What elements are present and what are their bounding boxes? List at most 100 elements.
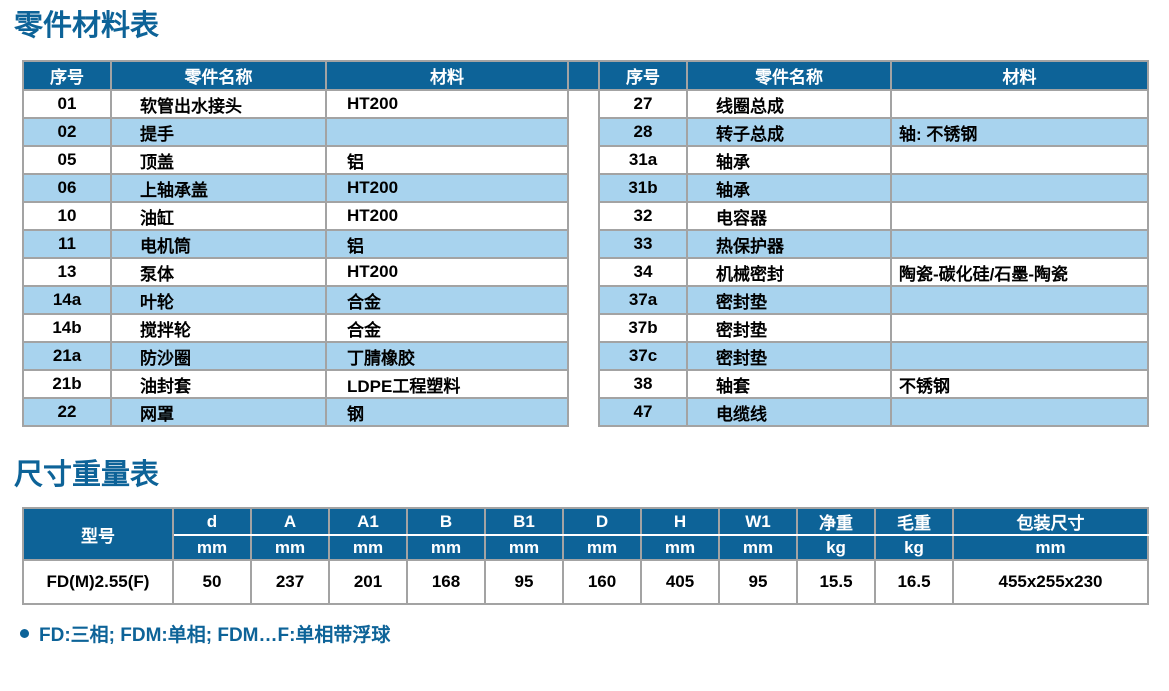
cell-part-name: 轴承 [686, 173, 892, 203]
cell-B: 168 [406, 559, 486, 605]
cell-material [325, 117, 569, 147]
cell-material: 钢 [325, 397, 569, 427]
table-gap [567, 342, 600, 370]
cell-serial: 22 [22, 397, 112, 427]
unit-kg: kg [874, 534, 954, 561]
cell-part-name: 网罩 [110, 397, 327, 427]
cell-material: 铝 [325, 145, 569, 175]
dims-header-row: 型号 d A A1 B B1 D H W1 净重 毛重 包装尺寸 [22, 507, 1149, 561]
cell-A1: 201 [328, 559, 408, 605]
cell-serial: 06 [22, 173, 112, 203]
col-header-model: 型号 [22, 507, 174, 561]
cell-serial: 21a [22, 341, 112, 371]
parts-row: 14b 搅拌轮 合金 37b 密封垫 [22, 313, 1149, 343]
cell-serial: 33 [598, 229, 688, 259]
cell-serial: 11 [22, 229, 112, 259]
col-header-part-name: 零件名称 [686, 60, 892, 91]
parts-row: 10 油缸 HT200 32 电容器 [22, 201, 1149, 231]
cell-serial: 32 [598, 201, 688, 231]
cell-material [890, 285, 1149, 315]
parts-table-title: 零件材料表 [14, 10, 160, 42]
unit-mm: mm [562, 534, 642, 561]
cell-part-name: 密封垫 [686, 313, 892, 343]
cell-serial: 27 [598, 89, 688, 119]
col-header-d: d [172, 507, 252, 536]
col-header-H: H [640, 507, 720, 536]
cell-model: FD(M)2.55(F) [22, 559, 174, 605]
cell-part-name: 叶轮 [110, 285, 327, 315]
unit-mm: mm [406, 534, 486, 561]
cell-serial: 47 [598, 397, 688, 427]
col-header-serial: 序号 [22, 60, 112, 91]
col-header-B: B [406, 507, 486, 536]
table-gap [567, 314, 600, 342]
cell-serial: 37c [598, 341, 688, 371]
cell-serial: 14b [22, 313, 112, 343]
cell-material [890, 397, 1149, 427]
col-header-part-name: 零件名称 [110, 60, 327, 91]
parts-material-table: 序号 零件名称 材料 序号 零件名称 材料 01 软管出水接头 HT200 27… [22, 60, 1149, 427]
cell-d: 50 [172, 559, 252, 605]
parts-row: 01 软管出水接头 HT200 27 线圈总成 [22, 89, 1149, 119]
unit-mm: mm [328, 534, 408, 561]
cell-serial: 31b [598, 173, 688, 203]
cell-part-name: 油缸 [110, 201, 327, 231]
cell-material: 合金 [325, 285, 569, 315]
col-header-material: 材料 [890, 60, 1149, 91]
cell-H: 405 [640, 559, 720, 605]
cell-material [890, 201, 1149, 231]
unit-kg: kg [796, 534, 876, 561]
cell-part-name: 电容器 [686, 201, 892, 231]
cell-serial: 14a [22, 285, 112, 315]
parts-row: 13 泵体 HT200 34 机械密封 陶瓷-碳化硅/石墨-陶瓷 [22, 257, 1149, 287]
cell-material: HT200 [325, 201, 569, 231]
cell-part-name: 热保护器 [686, 229, 892, 259]
table-gap [567, 146, 600, 174]
cell-part-name: 轴承 [686, 145, 892, 175]
table-gap [567, 258, 600, 286]
cell-part-name: 油封套 [110, 369, 327, 399]
cell-serial: 28 [598, 117, 688, 147]
cell-part-name: 电缆线 [686, 397, 892, 427]
dimensions-weight-table: 型号 d A A1 B B1 D H W1 净重 毛重 包装尺寸 mm mm m… [22, 507, 1149, 605]
cell-A: 237 [250, 559, 330, 605]
cell-material [890, 229, 1149, 259]
unit-mm: mm [484, 534, 564, 561]
table-gap [567, 398, 600, 426]
cell-material: HT200 [325, 257, 569, 287]
cell-material: 铝 [325, 229, 569, 259]
cell-material: LDPE工程塑料 [325, 369, 569, 399]
table-gap [567, 370, 600, 398]
cell-part-name: 软管出水接头 [110, 89, 327, 119]
cell-part-name: 防沙圈 [110, 341, 327, 371]
cell-part-name: 电机筒 [110, 229, 327, 259]
cell-serial: 13 [22, 257, 112, 287]
cell-material: 丁腈橡胶 [325, 341, 569, 371]
cell-part-name: 提手 [110, 117, 327, 147]
cell-serial: 05 [22, 145, 112, 175]
col-header-W1: W1 [718, 507, 798, 536]
cell-serial: 01 [22, 89, 112, 119]
cell-part-name: 密封垫 [686, 341, 892, 371]
table-gap [567, 89, 600, 118]
table-gap [567, 174, 600, 202]
dims-units-row: mm mm mm mm mm mm mm mm kg kg mm [23, 534, 1149, 561]
cell-serial: 10 [22, 201, 112, 231]
col-header-net-weight: 净重 [796, 507, 876, 536]
bullet-icon [20, 629, 29, 638]
cell-serial: 02 [22, 117, 112, 147]
cell-serial: 38 [598, 369, 688, 399]
col-header-A1: A1 [328, 507, 408, 536]
table-gap [567, 230, 600, 258]
table-gap [567, 202, 600, 230]
col-header-gross-weight: 毛重 [874, 507, 954, 536]
parts-row: 21a 防沙圈 丁腈橡胶 37c 密封垫 [22, 341, 1149, 371]
table-gap-header [567, 60, 600, 91]
parts-row: 14a 叶轮 合金 37a 密封垫 [22, 285, 1149, 315]
cell-W1: 95 [718, 559, 798, 605]
cell-material: HT200 [325, 89, 569, 119]
cell-part-name: 搅拌轮 [110, 313, 327, 343]
cell-material [890, 89, 1149, 119]
unit-mm: mm [172, 534, 252, 561]
model-legend-note: FD:三相; FDM:单相; FDM…F:单相带浮球 [20, 620, 1169, 647]
